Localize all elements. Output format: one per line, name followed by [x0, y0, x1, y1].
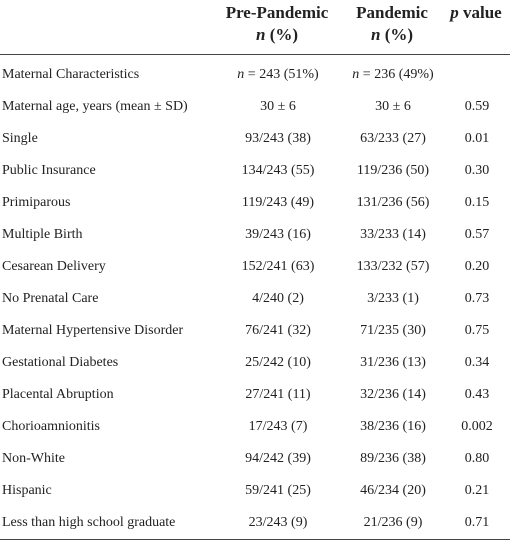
table-cell: 93/243 (38) [245, 131, 311, 146]
table-row: Chorioamnionitis 17/243 (7) 38/236 (16) 0.0… [0, 411, 510, 443]
table-cell: 0.59 [464, 99, 490, 114]
table-cell: 94/242 (39) [245, 451, 311, 466]
header-line: n (%) [370, 25, 414, 44]
row-label: Maternal Hypertensive Disorder [2, 323, 184, 338]
header-line: n (%) [255, 25, 299, 44]
table-row: Maternal age, years (mean ± SD) 30 ± 6 30 … [0, 91, 510, 123]
table-cell: 21/236 (9) [342, 507, 442, 540]
table-body: Maternal Characteristics n = 243 (51%) n =… [0, 55, 510, 540]
table-cell: 0.30 [464, 163, 490, 178]
table-cell: 38/236 (16) [360, 419, 426, 434]
table-cell: 25/242 (10) [245, 355, 311, 370]
row-label: Maternal Characteristics [2, 67, 140, 82]
row-label: Multiple Birth [2, 227, 83, 242]
table-row: Cesarean Delivery 152/241 (63) 133/232 (57… [0, 251, 510, 283]
table-cell: 3/233 (1) [367, 291, 419, 306]
table-cell: 0.73 [464, 291, 490, 306]
table-cell: 0.80 [464, 451, 490, 466]
table-cell: 27/241 (11) [245, 387, 311, 402]
header-line: p value [450, 3, 502, 22]
table-cell: 89/236 (38) [360, 451, 426, 466]
table-cell: 119/236 (50) [356, 163, 430, 178]
table-row: No Prenatal Care 4/240 (2) 3/233 (1) 0.73 [0, 283, 510, 315]
table-cell: 0.71 [442, 507, 510, 540]
table-row: Single 93/243 (38) 63/233 (27) 0.01 [0, 123, 510, 155]
table-cell: 0.15 [464, 195, 490, 210]
table-cell: n = 236 (49%) [352, 67, 434, 82]
row-label: No Prenatal Care [2, 291, 99, 306]
table-cell: 0.57 [464, 227, 490, 242]
table-cell: 17/243 (7) [248, 419, 308, 434]
table-cell: 0.75 [464, 323, 490, 338]
table-row: Less than high school graduate 23/243 (9)… [0, 507, 510, 540]
header-row: Pre-Pandemic n (%) Pandemic n (%) p value [0, 0, 510, 55]
row-label: Chorioamnionitis [2, 419, 100, 434]
table-row: Maternal Characteristics n = 243 (51%) n =… [0, 55, 510, 92]
row-label: Less than high school graduate [0, 507, 212, 540]
table-cell: 39/243 (16) [245, 227, 311, 242]
header-cell: Pre-Pandemic n (%) [212, 0, 342, 55]
row-label: Primiparous [2, 195, 71, 210]
table-cell: 31/236 (13) [360, 355, 426, 370]
header-cell: p value [442, 0, 510, 55]
table-cell: n = 243 (51%) [237, 67, 319, 82]
table-row: Maternal Hypertensive Disorder 76/241 (32… [0, 315, 510, 347]
table-cell: 63/233 (27) [360, 131, 426, 146]
table-cell: 0.21 [464, 483, 490, 498]
table-cell: 33/233 (14) [360, 227, 426, 242]
table-row: Multiple Birth 39/243 (16) 33/233 (14) 0.57 [0, 219, 510, 251]
table-cell: 23/243 (9) [212, 507, 342, 540]
row-label: Placental Abruption [2, 387, 114, 402]
table-cell: 46/234 (20) [360, 483, 426, 498]
table-cell: 71/235 (30) [360, 323, 426, 338]
table-cell: 0.002 [461, 419, 493, 434]
table-cell: 0.20 [464, 259, 490, 274]
table-cell: 0.34 [464, 355, 490, 370]
table-row: Primiparous 119/243 (49) 131/236 (56) 0.15 [0, 187, 510, 219]
row-label: Cesarean Delivery [2, 259, 106, 274]
table-cell: 30 ± 6 [375, 99, 411, 114]
table-row: Placental Abruption 27/241 (11) 32/236 (14… [0, 379, 510, 411]
row-label: Hispanic [2, 483, 52, 498]
table-cell: 119/243 (49) [241, 195, 315, 210]
row-label: Single [2, 131, 38, 146]
table-cell: 59/241 (25) [245, 483, 311, 498]
table-row: Gestational Diabetes 25/242 (10) 31/236 (1… [0, 347, 510, 379]
header-cell: Pandemic n (%) [342, 0, 442, 55]
table-row: Public Insurance 134/243 (55) 119/236 (50)… [0, 155, 510, 187]
row-label: Non-White [2, 451, 65, 466]
table-row: Hispanic 59/241 (25) 46/234 (20) 0.21 [0, 475, 510, 507]
row-label: Public Insurance [2, 163, 96, 178]
table-cell: 30 ± 6 [260, 99, 296, 114]
table-cell: 152/241 (63) [241, 259, 315, 274]
table-cell: 0.01 [464, 131, 490, 146]
header-line: Pre-Pandemic [225, 3, 329, 22]
table-cell: 32/236 (14) [360, 387, 426, 402]
table-cell: 0.43 [464, 387, 490, 402]
header-cell [0, 0, 212, 55]
table-cell: 76/241 (32) [245, 323, 311, 338]
row-label: Gestational Diabetes [2, 355, 119, 370]
row-label: Maternal age, years (mean ± SD) [2, 99, 188, 114]
header-line: Pandemic [356, 3, 428, 22]
table-cell: 133/232 (57) [356, 259, 430, 274]
table-cell: 134/243 (55) [241, 163, 315, 178]
table-row: Non-White 94/242 (39) 89/236 (38) 0.80 [0, 443, 510, 475]
table-cell [442, 55, 510, 92]
table-cell: 4/240 (2) [252, 291, 304, 306]
table-cell: 131/236 (56) [356, 195, 430, 210]
